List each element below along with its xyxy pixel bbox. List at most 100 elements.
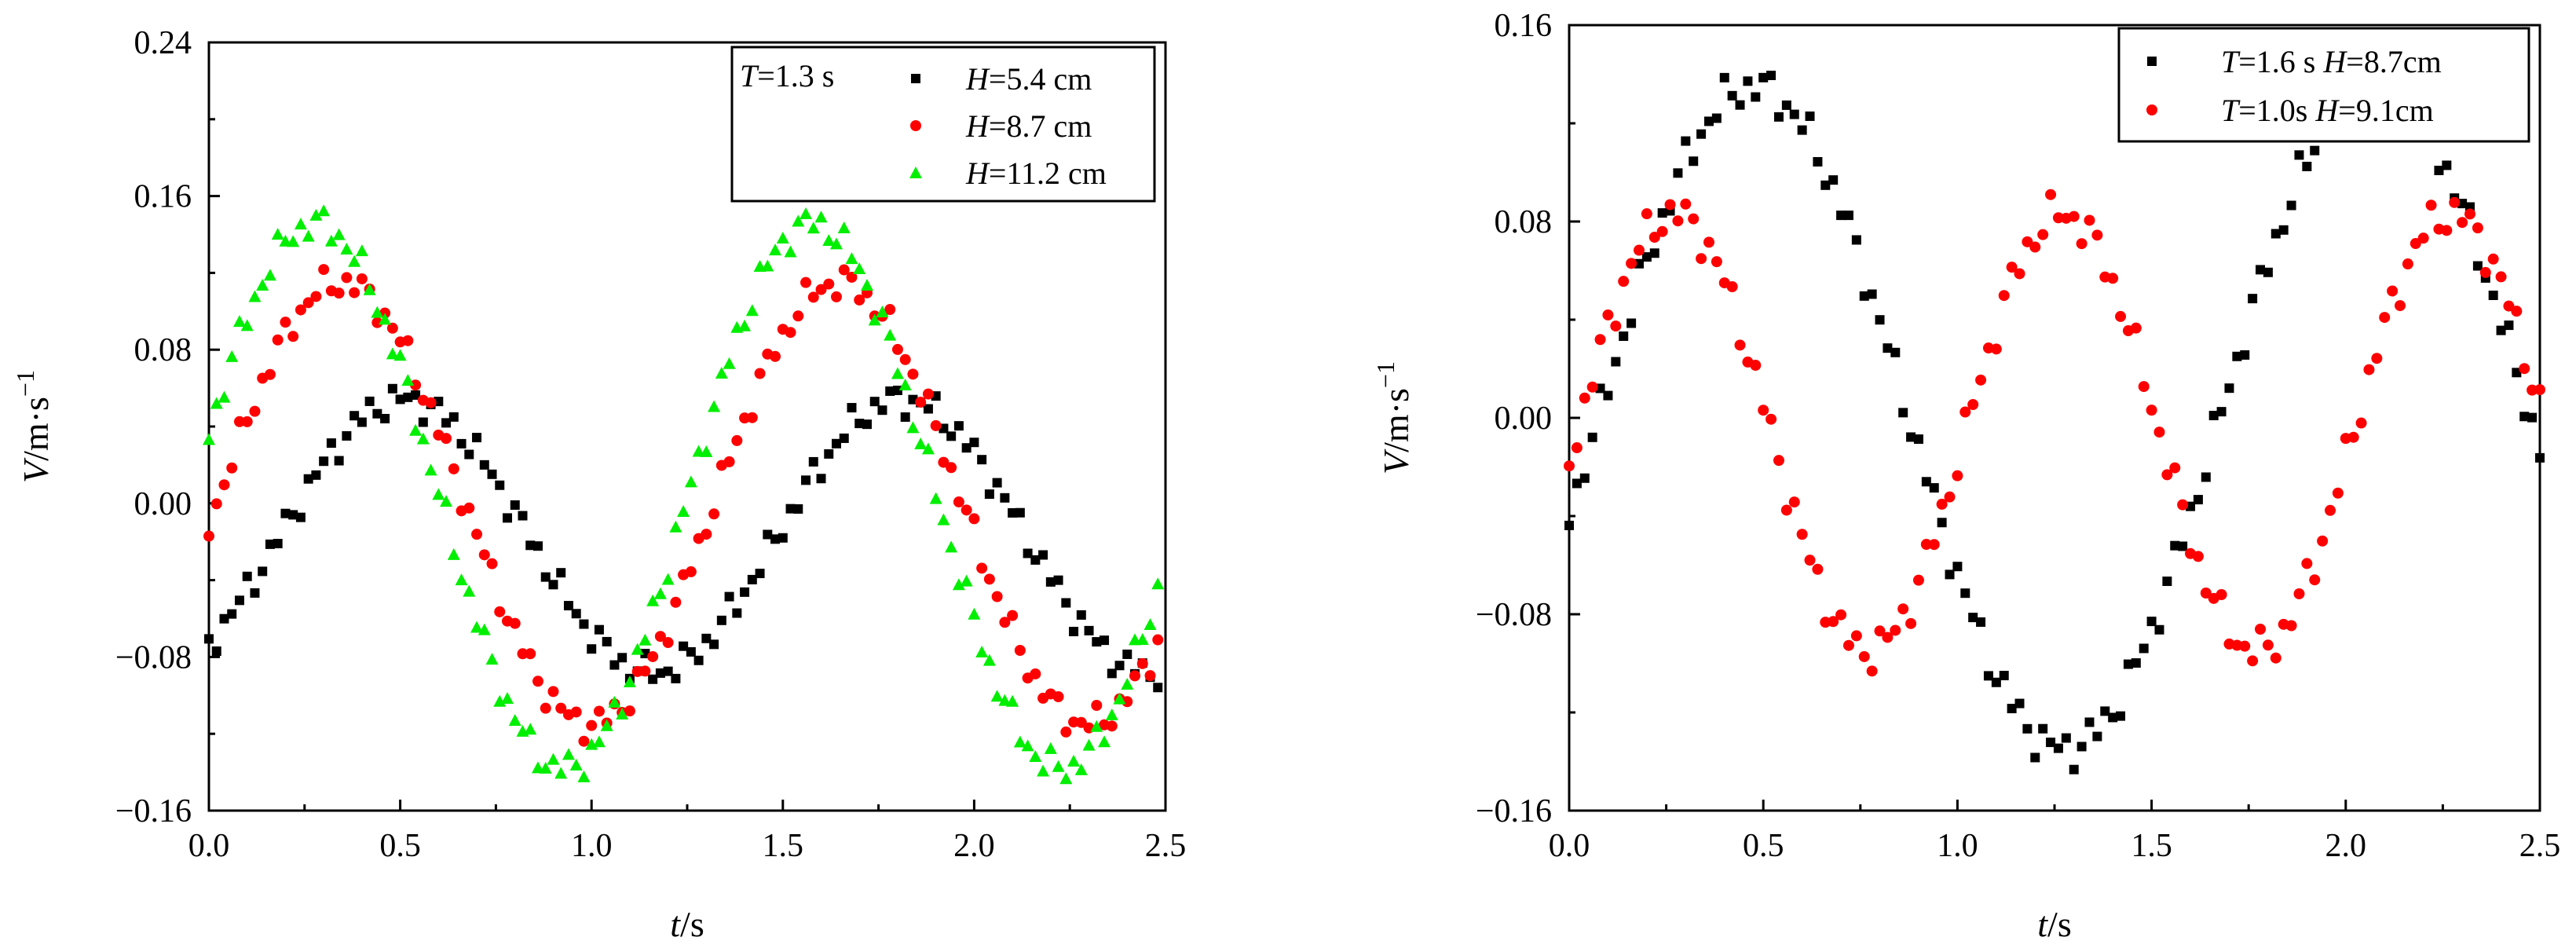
data-point	[2363, 364, 2375, 375]
y-tick-label: −0.16	[115, 793, 192, 829]
data-point	[977, 455, 987, 465]
data-point	[929, 492, 942, 504]
data-point	[1913, 434, 1923, 445]
data-point	[624, 705, 635, 717]
data-point	[1883, 343, 1893, 353]
data-point	[701, 529, 712, 540]
data-point	[2108, 712, 2118, 723]
data-point	[891, 343, 903, 355]
data-point	[1564, 460, 1575, 472]
data-point	[2077, 741, 2087, 752]
x-tick-label: 0.5	[379, 828, 421, 864]
data-point	[1006, 694, 1019, 707]
data-point	[486, 558, 498, 569]
data-point	[776, 232, 789, 244]
data-point	[830, 237, 843, 250]
data-point	[1952, 470, 1963, 481]
data-point	[846, 271, 858, 283]
data-point	[317, 204, 331, 217]
series-2	[1564, 189, 2545, 677]
data-point	[709, 639, 719, 650]
data-point	[219, 613, 229, 624]
data-point	[1874, 625, 1886, 637]
data-point	[562, 748, 575, 760]
data-point	[1053, 575, 1063, 585]
legend-marker	[2147, 57, 2157, 66]
data-point	[1750, 360, 1762, 372]
data-point	[1656, 225, 1668, 237]
data-point	[1100, 635, 1110, 646]
data-point	[554, 767, 568, 779]
data-point	[479, 460, 489, 470]
legend-marker	[909, 167, 922, 178]
data-point	[876, 305, 889, 317]
data-point	[1061, 598, 1071, 608]
data-point	[686, 646, 696, 657]
data-point	[884, 328, 897, 341]
legend-marker	[910, 120, 921, 131]
data-point	[2504, 320, 2514, 331]
data-point	[463, 502, 475, 514]
data-point	[2449, 196, 2461, 208]
data-point	[587, 644, 597, 654]
data-point	[2224, 383, 2234, 394]
y-tick-label: −0.16	[1476, 793, 1552, 829]
data-point	[263, 269, 276, 281]
data-point	[2045, 189, 2057, 200]
data-point	[1595, 383, 1605, 394]
x-tick-label: 2.0	[953, 828, 995, 864]
data-point	[2193, 495, 2203, 505]
data-point	[1751, 92, 1761, 102]
data-point	[801, 475, 811, 485]
data-point	[655, 668, 665, 678]
data-point	[1069, 627, 1079, 637]
data-point	[969, 438, 979, 448]
right-chart-panel: 0.0 0.5 1.0 1.5 2.0 2.5 −0.16 −0.08 0.00 0.08 0.16…	[1371, 8, 2560, 944]
data-point	[1890, 624, 1901, 636]
x-tick-label: 0.5	[1743, 828, 1784, 864]
data-point	[448, 463, 459, 474]
data-point	[2069, 764, 2079, 774]
data-point	[2472, 222, 2483, 234]
data-point	[763, 529, 773, 540]
data-point	[1067, 754, 1081, 767]
data-point	[1603, 390, 1613, 401]
data-point	[1735, 100, 1745, 110]
data-point	[2410, 238, 2421, 250]
data-point	[2256, 265, 2266, 275]
data-point	[1007, 610, 1019, 621]
data-point	[792, 310, 804, 322]
data-point	[1952, 562, 1963, 572]
data-point	[1092, 637, 1102, 647]
data-point	[2068, 211, 2080, 222]
data-point	[754, 368, 766, 379]
data-point	[922, 388, 934, 400]
data-point	[800, 207, 813, 219]
data-point	[952, 578, 965, 591]
data-point	[234, 595, 244, 606]
data-point	[2161, 469, 2173, 481]
data-point	[600, 719, 613, 731]
y-tick-label: −0.08	[1476, 597, 1552, 633]
data-point	[547, 752, 560, 765]
data-point	[2084, 717, 2095, 727]
data-point	[983, 573, 995, 585]
data-point	[318, 264, 330, 276]
y-tick-label: 0.08	[1495, 204, 1553, 240]
x-axis-label: t/s	[670, 904, 704, 944]
data-point	[578, 735, 590, 747]
legend-label: T=1.0s H=9.1cm	[2221, 93, 2434, 128]
data-point	[495, 480, 505, 490]
data-point	[1990, 343, 2002, 355]
legend-label: H=5.4 cm	[965, 61, 1092, 97]
data-point	[1875, 315, 1885, 325]
data-point	[2464, 208, 2476, 220]
data-point	[1122, 649, 1132, 659]
data-point	[372, 408, 382, 419]
data-point	[2534, 384, 2545, 396]
data-point	[792, 214, 805, 227]
data-point	[364, 396, 375, 406]
y-tick-label: 0.08	[134, 332, 192, 368]
data-point	[1898, 408, 1908, 418]
data-point	[953, 496, 964, 508]
